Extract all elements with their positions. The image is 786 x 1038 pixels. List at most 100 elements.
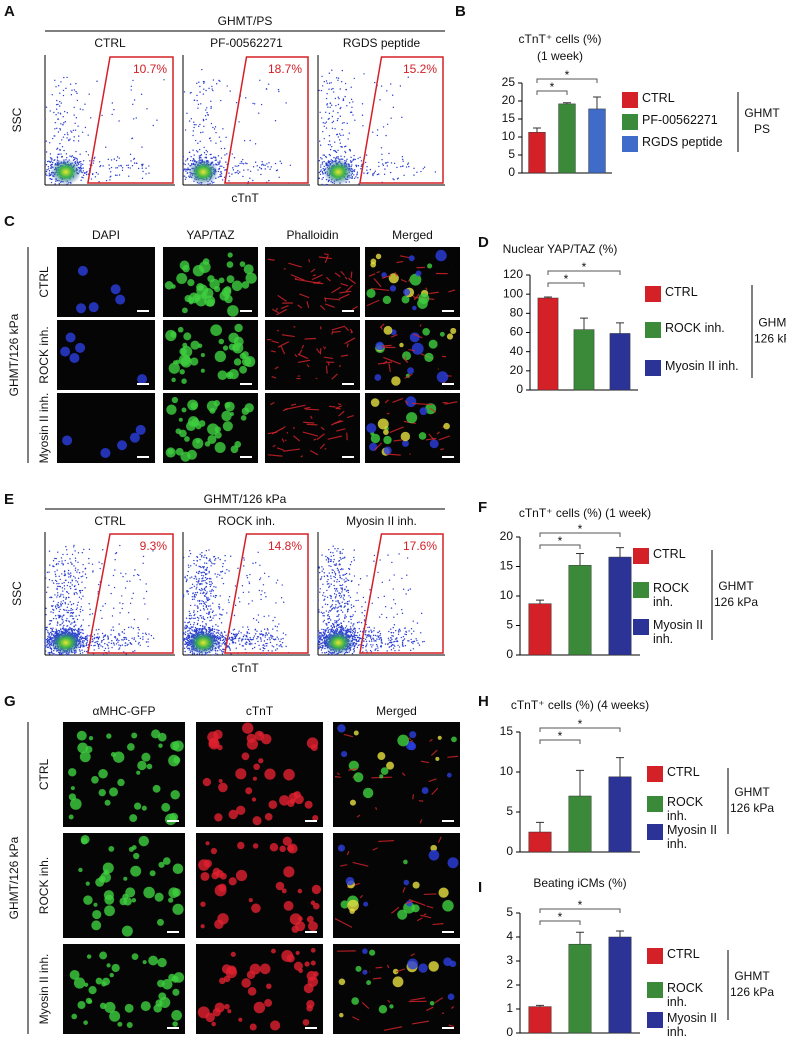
event-dot — [318, 571, 321, 574]
event-dot — [331, 121, 334, 124]
event-dot — [212, 156, 215, 158]
event-dot — [357, 165, 360, 167]
event-dot — [239, 643, 241, 646]
event-dot — [204, 628, 206, 630]
event-dot — [251, 647, 254, 650]
event-dot — [264, 168, 266, 170]
event-dot — [190, 565, 192, 567]
event-dot — [48, 634, 50, 636]
event-dot — [228, 638, 231, 640]
event-dot — [390, 117, 392, 119]
event-dot — [321, 178, 323, 180]
event-dot — [140, 93, 143, 96]
event-dot — [329, 102, 331, 105]
event-dot — [184, 631, 187, 633]
event-dot — [193, 624, 195, 626]
event-dot — [76, 607, 78, 609]
event-dot — [145, 167, 147, 169]
event-dot — [321, 75, 323, 78]
event-dot — [74, 588, 76, 591]
event-dot — [202, 617, 205, 620]
event-dot — [325, 610, 328, 612]
event-dot — [76, 571, 78, 573]
event-dot — [194, 613, 196, 616]
event-dot — [208, 549, 210, 551]
event-dot — [48, 632, 50, 635]
event-dot — [99, 567, 101, 570]
event-dot — [48, 651, 51, 654]
event-dot — [107, 158, 110, 161]
event-dot — [355, 165, 358, 168]
event-dot — [259, 79, 261, 81]
event-dot — [66, 137, 68, 139]
event-dot — [52, 605, 54, 607]
event-dot — [62, 600, 64, 602]
event-dot — [327, 578, 329, 581]
event-dot — [129, 602, 132, 605]
event-dot — [325, 97, 328, 100]
event-dot — [248, 591, 250, 593]
event-dot — [356, 174, 358, 176]
event-dot — [48, 638, 50, 641]
event-dot — [376, 635, 378, 637]
event-dot — [387, 161, 389, 163]
event-dot — [341, 625, 343, 628]
event-dot — [215, 614, 217, 616]
event-dot — [97, 644, 100, 646]
event-dot — [401, 608, 403, 611]
event-dot — [71, 155, 74, 157]
event-dot — [58, 606, 61, 608]
event-dot — [83, 548, 85, 551]
event-dot — [238, 640, 240, 642]
event-dot — [99, 164, 102, 167]
event-dot — [398, 628, 401, 631]
event-dot — [351, 580, 353, 582]
event-dot — [251, 638, 253, 641]
event-dot — [372, 131, 374, 133]
event-dot — [334, 621, 336, 624]
event-dot — [114, 552, 117, 555]
event-dot — [252, 617, 255, 620]
plot-label: RGDS peptide — [343, 36, 421, 50]
event-dot — [338, 602, 340, 604]
panel-letter: H — [478, 693, 489, 710]
event-dot — [324, 155, 327, 158]
event-dot — [71, 553, 74, 556]
event-dot — [58, 610, 60, 613]
event-dot — [193, 121, 195, 123]
event-dot — [80, 635, 82, 637]
event-dot — [323, 125, 325, 127]
event-dot — [131, 137, 133, 140]
event-dot — [207, 627, 210, 629]
event-dot — [56, 99, 58, 102]
event-dot — [212, 126, 214, 129]
event-dot — [359, 644, 361, 646]
event-dot — [49, 623, 52, 625]
event-dot — [214, 559, 216, 561]
event-dot — [198, 81, 200, 83]
event-dot — [186, 169, 188, 171]
event-dot — [93, 649, 95, 651]
event-dot — [228, 636, 231, 639]
event-dot — [135, 162, 138, 164]
event-dot — [221, 639, 224, 642]
event-dot — [213, 128, 216, 130]
event-dot — [209, 619, 211, 622]
event-dot — [127, 643, 129, 646]
event-dot — [55, 628, 57, 630]
event-dot — [216, 635, 219, 637]
event-dot — [220, 140, 222, 143]
event-dot — [66, 606, 69, 609]
event-dot — [130, 160, 132, 162]
event-dot — [228, 172, 230, 174]
event-dot — [86, 639, 88, 641]
event-dot — [194, 575, 196, 577]
event-dot — [97, 633, 99, 635]
event-dot — [61, 156, 63, 158]
event-dot — [272, 635, 274, 638]
event-dot — [76, 158, 78, 160]
event-dot — [134, 569, 136, 571]
event-dot — [206, 616, 209, 619]
event-dot — [202, 605, 205, 607]
event-dot — [196, 584, 198, 586]
